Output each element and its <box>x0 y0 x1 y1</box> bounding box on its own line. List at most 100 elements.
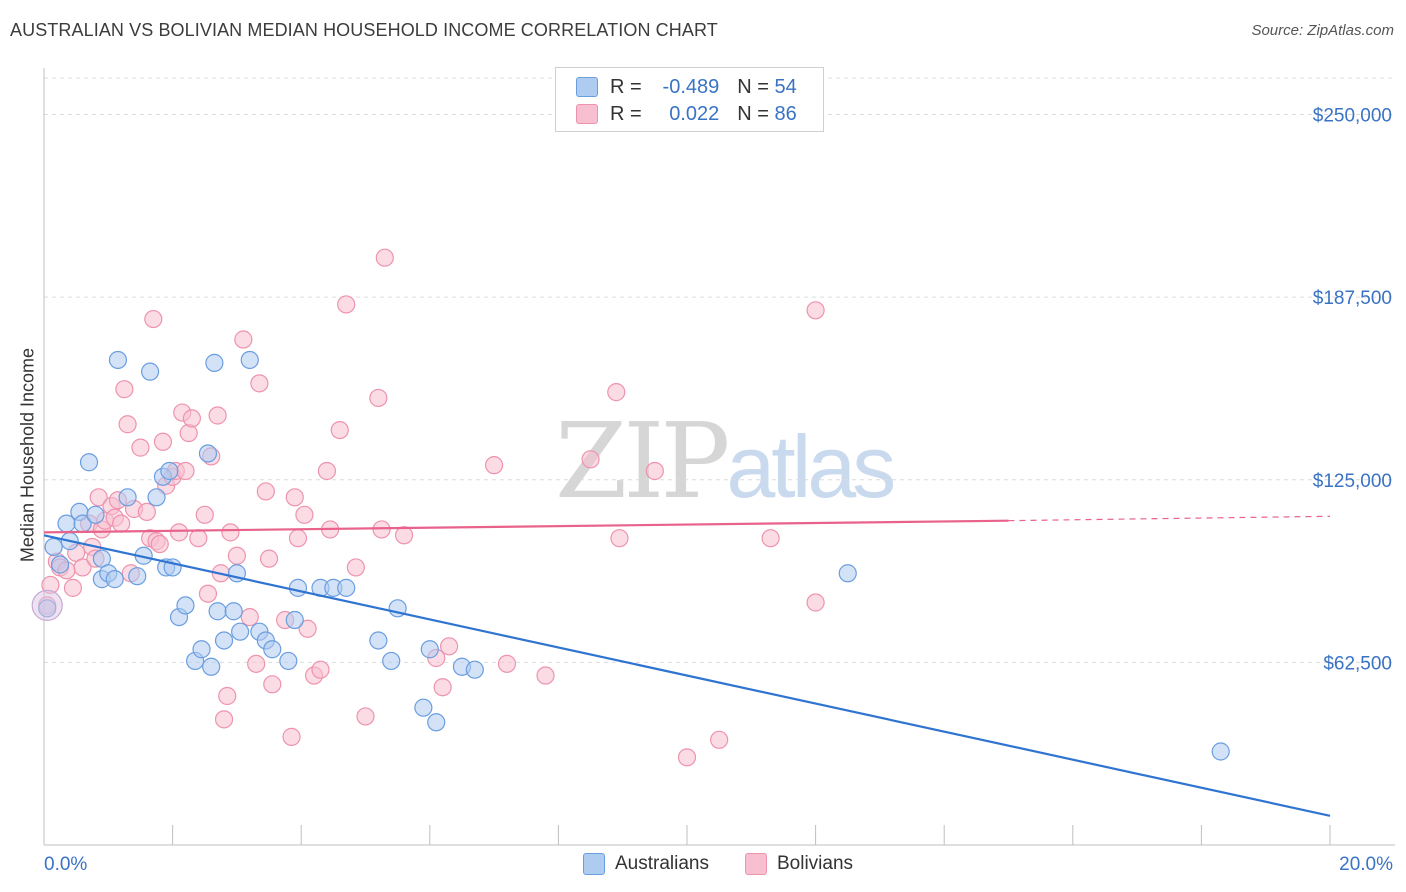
legend-r-value: -0.489 <box>662 75 720 98</box>
legend-row-bolivians: R = 0.022 N = 86 <box>576 102 797 126</box>
y-tick-label: $62,500 <box>1323 653 1392 674</box>
cluster-point <box>31 589 63 622</box>
australian-point <box>208 602 227 621</box>
y-axis-label: Median Household Income <box>17 347 38 563</box>
australian-point <box>288 578 308 597</box>
bolivian-point <box>356 707 375 726</box>
australians-trend-line <box>43 534 1331 817</box>
australian-point <box>263 640 282 659</box>
australian-point <box>414 698 433 717</box>
australian-point <box>1211 742 1230 761</box>
bolivian-point <box>115 380 134 399</box>
legend-n-value: 86 <box>774 102 797 125</box>
australians-points <box>31 350 1230 761</box>
australian-point <box>285 610 304 630</box>
bolivian-point <box>150 534 169 554</box>
australian-point <box>279 651 298 671</box>
australian-point <box>337 578 356 597</box>
australian-point <box>205 353 224 372</box>
bolivian-point <box>259 549 279 568</box>
bolivian-point <box>256 482 275 501</box>
bolivian-point <box>610 529 629 548</box>
australian-point <box>369 631 388 650</box>
bolivian-point <box>153 432 173 451</box>
bottom-legend-bolivians: Bolivians <box>745 851 853 877</box>
australian-point <box>224 602 243 621</box>
bolivian-point <box>375 248 394 267</box>
bolivian-point <box>710 730 729 749</box>
australian-point <box>838 564 857 583</box>
bolivian-point <box>298 619 317 638</box>
legend-r-label: R = <box>610 75 642 98</box>
bolivian-point <box>195 505 214 524</box>
y-tick-label: $250,000 <box>1313 106 1392 127</box>
bolivians-trend-extension <box>1008 515 1331 522</box>
trend-lines <box>43 515 1331 817</box>
bolivian-point <box>337 295 356 314</box>
bolivian-point <box>394 526 414 545</box>
bolivian-point <box>214 710 234 729</box>
australian-point <box>108 350 128 370</box>
bolivian-point <box>234 330 253 349</box>
legend-n-label: N = <box>737 102 769 125</box>
bolivian-point <box>263 675 282 694</box>
bolivian-point <box>288 529 308 548</box>
bolivian-point <box>240 607 259 627</box>
australian-point <box>105 570 124 589</box>
australian-point <box>140 362 160 381</box>
bolivian-point <box>369 388 388 408</box>
bolivian-point <box>198 584 218 603</box>
bottom-legend-australians: Australians <box>583 851 709 877</box>
legend-swatch-australians <box>576 77 598 97</box>
bolivian-point <box>645 461 664 481</box>
australian-point <box>382 651 401 671</box>
bolivian-point <box>118 415 137 434</box>
bolivian-point <box>218 686 237 706</box>
australian-point <box>427 713 446 732</box>
bolivian-point <box>221 523 240 542</box>
bolivian-point <box>89 488 108 507</box>
bottom-swatch-australians <box>583 853 605 875</box>
bolivian-point <box>282 727 301 746</box>
bolivian-point <box>189 529 208 548</box>
australian-point <box>50 555 70 574</box>
bolivian-point <box>285 488 304 507</box>
australian-point <box>118 488 137 507</box>
australian-point <box>86 505 105 524</box>
australian-point <box>147 488 166 507</box>
legend-r-value: 0.022 <box>669 102 720 125</box>
bolivian-point <box>806 593 825 612</box>
bolivian-point <box>311 660 330 679</box>
bolivian-point <box>182 409 201 428</box>
australian-point <box>420 640 439 659</box>
australian-point <box>214 631 234 650</box>
legend-n-label: N = <box>737 75 769 98</box>
axes <box>43 68 1395 846</box>
bolivian-point <box>346 558 365 577</box>
y-tick-label: $187,500 <box>1313 288 1392 309</box>
bottom-label-bolivians: Bolivians <box>777 853 854 874</box>
correlation-legend: R = -0.489 N = 54 R = 0.022 N = 86 <box>555 67 824 132</box>
bolivian-point <box>677 748 697 767</box>
bolivian-point <box>439 637 459 656</box>
bolivian-point <box>581 450 600 469</box>
bolivian-point <box>169 523 189 542</box>
bolivian-point <box>433 678 452 697</box>
australian-point <box>465 660 484 679</box>
australian-point <box>128 567 147 586</box>
x-tick-label: 0.0% <box>44 854 87 875</box>
source-label: Source: ZipAtlas.com <box>1251 22 1394 39</box>
bolivian-point <box>73 558 92 577</box>
chart-title: AUSTRALIAN VS BOLIVIAN MEDIAN HOUSEHOLD … <box>10 20 718 40</box>
legend-swatch-bolivians <box>576 104 598 124</box>
australian-point <box>79 453 99 472</box>
australian-point <box>240 350 259 370</box>
bolivian-point <box>227 546 246 565</box>
bolivian-point <box>250 374 269 393</box>
tick-labels: $62,500 $125,000 $187,500 $250,000 0.0% 20.0% <box>44 106 1393 875</box>
bolivians-points <box>38 248 825 767</box>
australian-point <box>202 657 221 676</box>
bolivian-point <box>607 383 626 402</box>
bolivian-point <box>295 505 314 524</box>
bolivian-point <box>330 420 349 440</box>
